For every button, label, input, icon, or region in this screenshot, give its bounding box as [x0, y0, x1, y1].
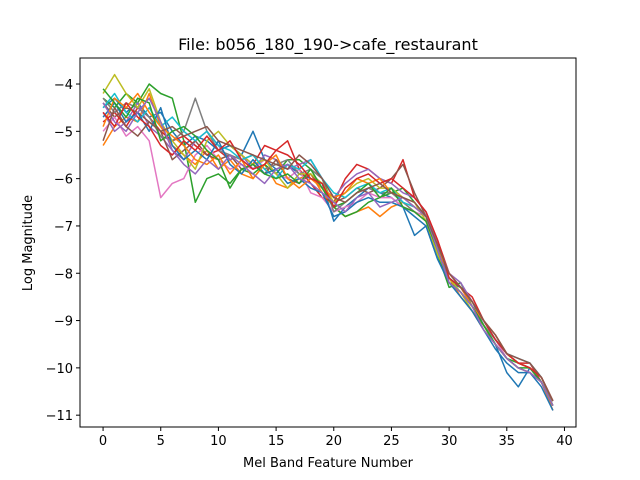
x-tick-label: 40	[556, 434, 573, 449]
x-tick-label: 30	[441, 434, 458, 449]
x-tick-label: 10	[210, 434, 227, 449]
x-tick-label: 35	[499, 434, 516, 449]
y-tick-label: −10	[46, 362, 73, 377]
series-line-12	[102, 92, 554, 402]
series-line-11	[102, 102, 554, 411]
y-tick-label: −9	[54, 315, 73, 330]
series-line-15	[102, 97, 554, 407]
y-tick-label: −8	[54, 267, 73, 282]
x-tick-label: 5	[157, 434, 165, 449]
x-axis-title: Mel Band Feature Number	[243, 456, 414, 471]
x-tick-label: 25	[383, 434, 400, 449]
series-line-16	[102, 106, 554, 402]
y-tick-label: −5	[54, 125, 73, 140]
chart-title: File: b056_180_190->cafe_restaurant	[178, 35, 478, 55]
series-layer	[102, 73, 554, 411]
y-tick-label: −11	[46, 409, 73, 424]
series-line-4	[102, 106, 554, 407]
x-tick-label: 20	[325, 434, 342, 449]
y-axis-title: Log Magnitude	[21, 195, 36, 291]
y-tick-label: −7	[54, 220, 73, 235]
x-tick-label: 15	[268, 434, 285, 449]
y-tick-label: −6	[54, 173, 73, 188]
plot-frame	[79, 57, 577, 428]
x-tick-label: 0	[99, 434, 107, 449]
y-tick-label: −4	[54, 78, 73, 93]
axes-layer: 0 5 10 15 20 25 30 35 40 −11 −10 −9 −8 −7 −6 −5 −4	[46, 57, 577, 449]
